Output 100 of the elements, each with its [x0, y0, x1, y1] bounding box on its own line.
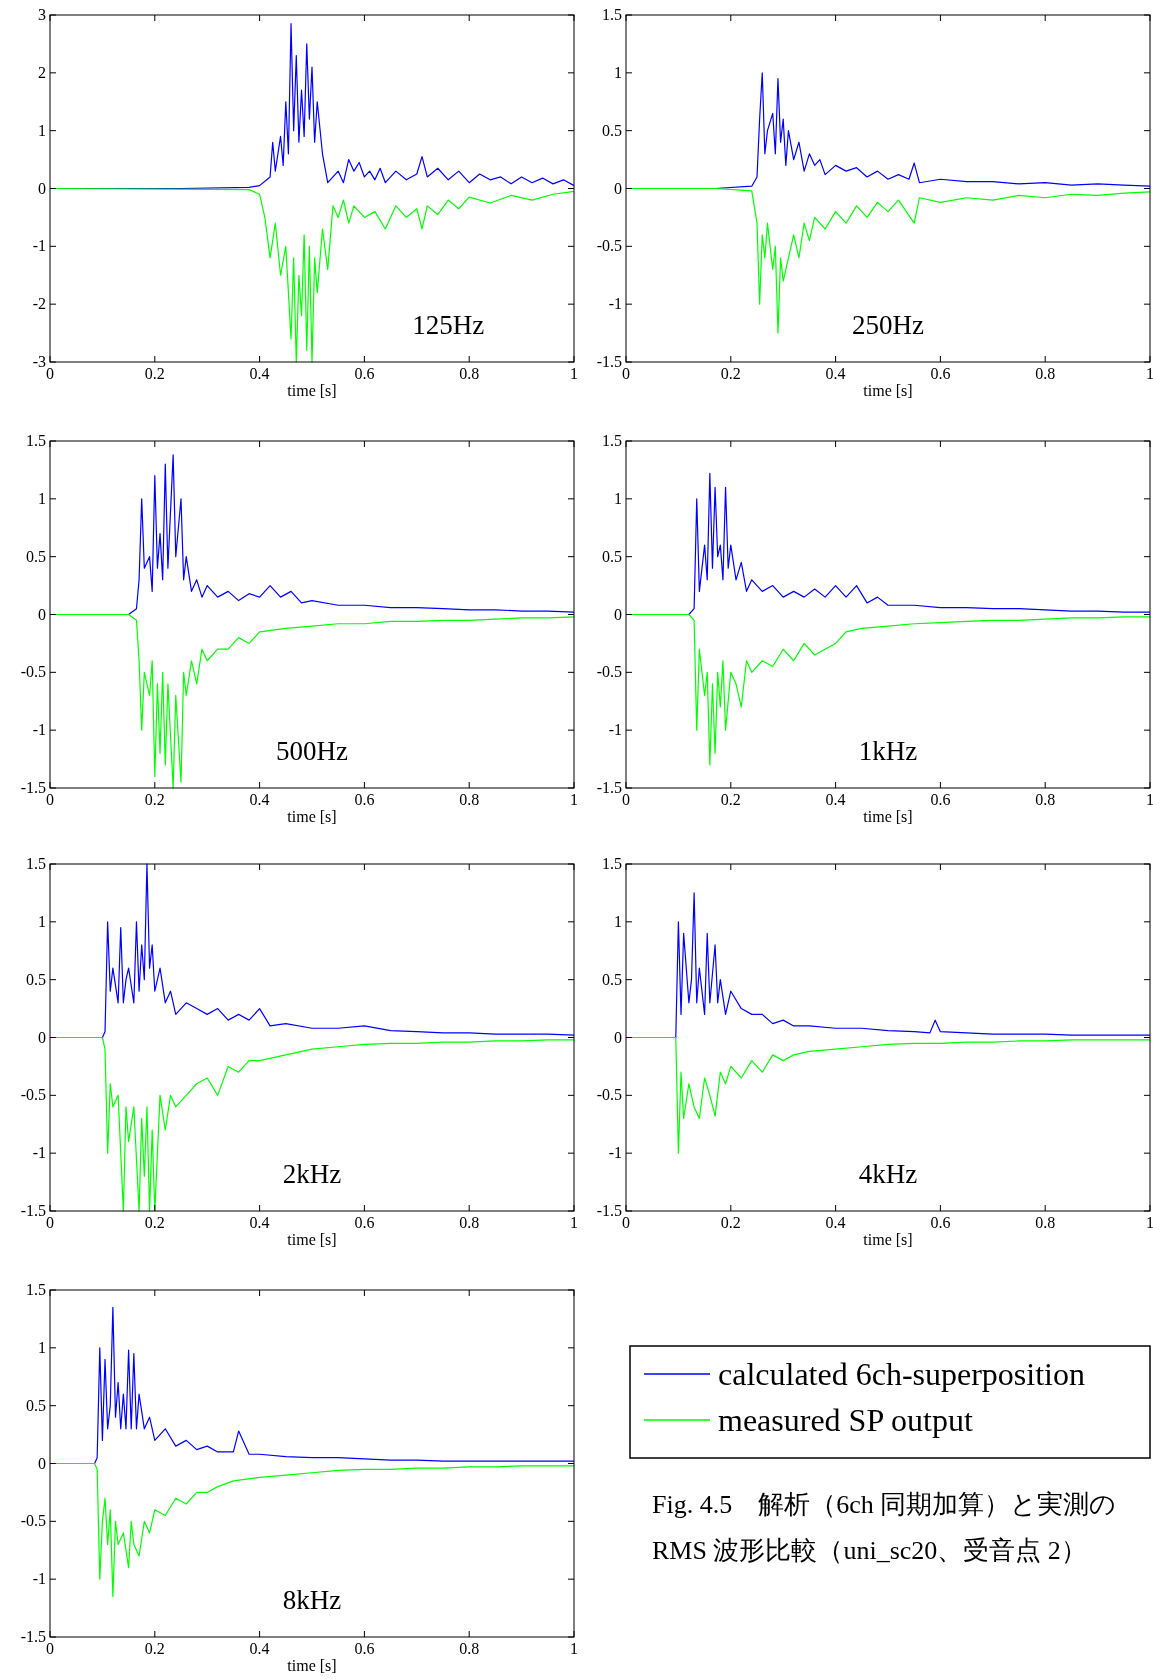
y-tick-label: 3 [38, 6, 46, 23]
y-tick-label: 1 [38, 121, 46, 139]
y-tick-label: 0.5 [602, 547, 622, 565]
y-tick-label: -1.5 [596, 779, 622, 796]
x-tick-label: 0.2 [144, 365, 165, 382]
y-tick-label: -0.5 [596, 1086, 622, 1104]
y-tick-label: -1.5 [596, 353, 622, 370]
y-tick-label: 1 [614, 912, 622, 930]
y-tick-label: 0 [614, 1028, 622, 1046]
y-tick-label: -2 [32, 295, 46, 313]
x-tick-label: 0.2 [144, 1640, 165, 1657]
x-tick-label: 0.2 [720, 1214, 741, 1231]
x-tick-label: 0.8 [459, 1214, 480, 1231]
y-tick-label: 0 [38, 1454, 46, 1472]
x-axis-title: time [s] [287, 382, 337, 399]
y-tick-label: -1 [32, 1144, 46, 1162]
x-tick-label: 0.6 [930, 365, 951, 382]
y-tick-label: -0.5 [20, 1086, 46, 1104]
annotation: 8kHz [282, 1585, 342, 1616]
caption: Fig. 4.5 解析（6ch 同期加算）と実測の RMS 波形比較（uni_sc20、受音点 2） [652, 1489, 1118, 1567]
y-tick-label: -1 [32, 237, 46, 255]
annotation: 500Hz [276, 736, 349, 767]
x-tick-label: 0.4 [249, 365, 270, 382]
y-tick-label: 0 [614, 605, 622, 623]
y-tick-label: -0.5 [596, 663, 622, 681]
y-tick-label: 0 [38, 179, 46, 197]
y-tick-label: -1 [32, 1570, 46, 1588]
x-tick-label: 0.6 [354, 791, 375, 808]
y-tick-label: -1 [608, 721, 622, 739]
x-tick-label: 0.4 [825, 791, 846, 808]
x-tick-label: 0.6 [930, 1214, 951, 1231]
x-tick-label: 0.6 [354, 1214, 375, 1231]
y-tick-label: 0 [38, 1028, 46, 1046]
x-tick-label: 0.8 [1035, 365, 1056, 382]
x-axis-title: time [s] [287, 808, 337, 825]
x-tick-label: 0.2 [144, 791, 165, 808]
x-tick-label: 0.8 [1035, 791, 1056, 808]
x-tick-label: 0.8 [459, 791, 480, 808]
y-tick-label: 1.5 [26, 432, 46, 449]
y-tick-label: 1 [614, 63, 622, 81]
legend-label: calculated 6ch-superposition [718, 1356, 1085, 1392]
x-tick-label: 1 [1146, 791, 1153, 808]
y-tick-label: -1 [32, 721, 46, 739]
x-tick-label: 0.8 [1035, 1214, 1056, 1231]
x-tick-label: 0.4 [249, 1640, 270, 1657]
annotation: 125Hz [412, 310, 485, 341]
y-tick-label: -0.5 [596, 237, 622, 255]
annotation: 4kHz [858, 1159, 918, 1190]
y-tick-label: 1 [38, 1338, 46, 1356]
x-tick-label: 1 [570, 791, 578, 808]
y-tick-label: 0.5 [26, 1396, 46, 1414]
x-axis-title: time [s] [863, 808, 913, 825]
y-tick-label: 2 [38, 63, 46, 81]
x-tick-label: 0.6 [354, 1640, 375, 1657]
x-tick-label: 0.2 [144, 1214, 165, 1231]
x-tick-label: 1 [1146, 365, 1153, 382]
x-tick-label: 0.2 [720, 791, 741, 808]
y-tick-label: 0.5 [602, 970, 622, 988]
y-tick-label: -1 [608, 1144, 622, 1162]
annotation: 250Hz [852, 310, 925, 341]
y-tick-label: -1.5 [20, 1628, 46, 1645]
x-tick-label: 0.8 [459, 365, 480, 382]
y-tick-label: 1.5 [26, 1281, 46, 1298]
y-tick-label: 1.5 [602, 6, 622, 23]
y-tick-label: 1 [614, 489, 622, 507]
x-tick-label: 0.6 [354, 365, 375, 382]
x-tick-label: 1 [1146, 1214, 1153, 1231]
y-tick-label: 0.5 [26, 547, 46, 565]
y-tick-label: 1.5 [602, 432, 622, 449]
x-axis-title: time [s] [863, 1231, 913, 1248]
x-tick-label: 0.2 [720, 365, 741, 382]
x-tick-label: 0.4 [249, 1214, 270, 1231]
x-axis-title: time [s] [287, 1657, 337, 1674]
y-tick-label: 0 [38, 605, 46, 623]
y-tick-label: -1 [608, 295, 622, 313]
x-tick-label: 1 [570, 365, 578, 382]
x-axis-title: time [s] [287, 1231, 337, 1248]
y-tick-label: 0.5 [602, 121, 622, 139]
x-tick-label: 0.4 [249, 791, 270, 808]
y-tick-label: 0.5 [26, 970, 46, 988]
y-tick-label: -1.5 [596, 1202, 622, 1219]
annotation: 2kHz [282, 1159, 342, 1190]
legend-label: measured SP output [718, 1402, 973, 1438]
annotation: 1kHz [858, 736, 918, 767]
y-tick-label: 1.5 [26, 855, 46, 872]
x-tick-label: 0.6 [930, 791, 951, 808]
x-tick-label: 0.4 [825, 365, 846, 382]
y-tick-label: -0.5 [20, 1512, 46, 1530]
y-tick-label: 1 [38, 912, 46, 930]
x-tick-label: 0.8 [459, 1640, 480, 1657]
y-tick-label: 1 [38, 489, 46, 507]
y-tick-label: -3 [32, 353, 46, 370]
x-tick-label: 1 [570, 1640, 578, 1657]
x-tick-label: 0.4 [825, 1214, 846, 1231]
y-tick-label: 1.5 [602, 855, 622, 872]
y-tick-label: -1.5 [20, 779, 46, 796]
y-tick-label: 0 [614, 179, 622, 197]
y-tick-label: -1.5 [20, 1202, 46, 1219]
x-tick-label: 1 [570, 1214, 578, 1231]
x-axis-title: time [s] [863, 382, 913, 399]
